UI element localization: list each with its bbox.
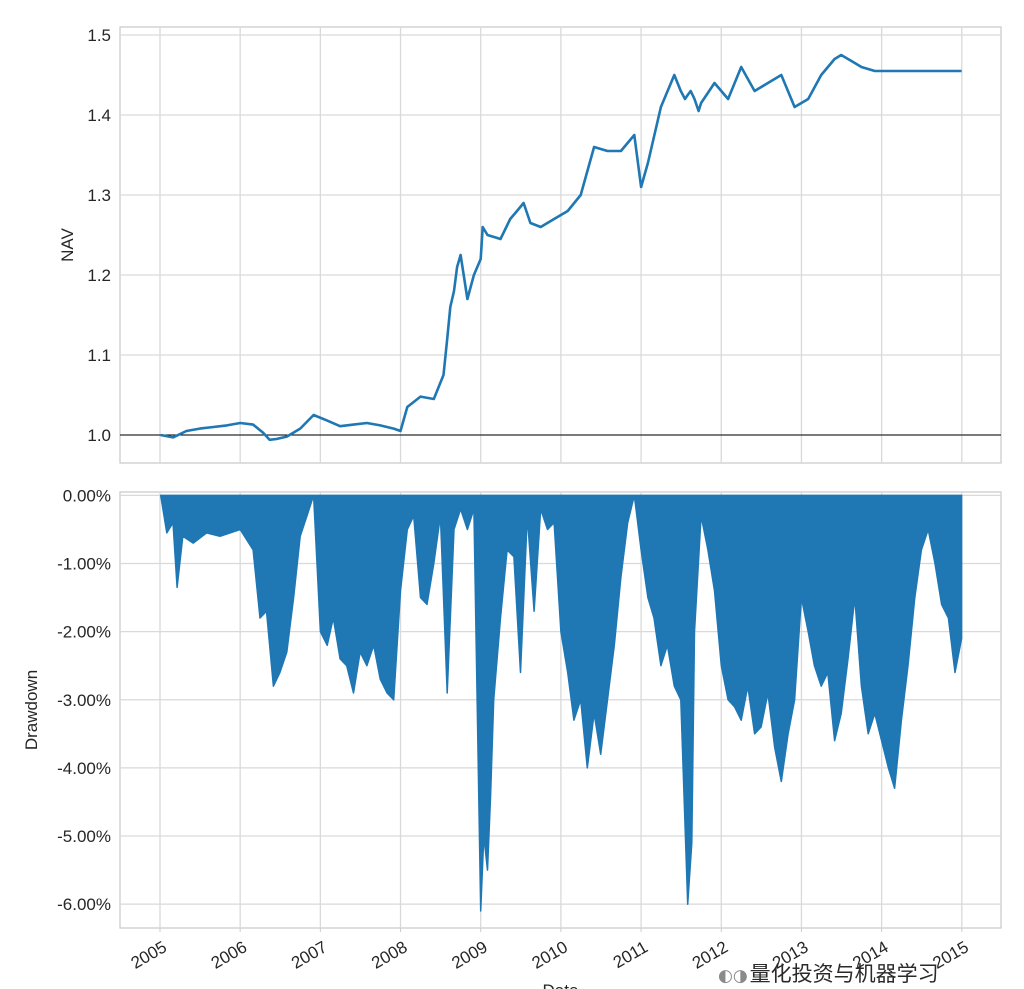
x-tick-label: 2005 — [128, 937, 170, 972]
nav-y-axis-label: NAV — [58, 227, 77, 261]
nav-y-tick-label: 1.1 — [87, 346, 111, 365]
nav-panel: 1.0 1.1 1.2 1.3 1.4 1.5 NAV — [58, 26, 1002, 464]
drawdown-y-tick-label: -6.00% — [57, 895, 111, 914]
nav-y-tick-label: 1.0 — [87, 426, 111, 445]
nav-y-tick-label: 1.2 — [87, 266, 111, 285]
x-tick-label: 2011 — [610, 937, 651, 972]
watermark: ◐◑量化投资与机器学习 — [718, 958, 939, 988]
watermark-text: 量化投资与机器学习 — [749, 962, 939, 986]
drawdown-y-tick-label: -1.00% — [57, 555, 111, 574]
wechat-icon: ◐◑ — [718, 966, 748, 986]
nav-y-tick-label: 1.5 — [87, 26, 111, 45]
drawdown-area — [159, 494, 963, 912]
drawdown-y-tick-label: -4.00% — [57, 759, 111, 778]
drawdown-y-tick-label: -3.00% — [57, 691, 111, 710]
x-tick-label: 2009 — [448, 937, 490, 972]
drawdown-y-axis-label: Drawdown — [22, 670, 41, 750]
nav-y-tick-label: 1.4 — [87, 106, 111, 125]
drawdown-panel: 0.00% -1.00% -2.00% -3.00% -4.00% -5.00% -6.00… — [22, 486, 1002, 989]
nav-grid — [120, 27, 1001, 463]
x-tick-label: 2010 — [529, 937, 571, 972]
x-axis-label: Date — [543, 981, 579, 989]
nav-series-line — [160, 53, 962, 442]
x-tick-label: 2007 — [288, 937, 330, 972]
nav-y-ticks: 1.0 1.1 1.2 1.3 1.4 1.5 — [87, 26, 111, 445]
drawdown-y-tick-label: 0.00% — [63, 486, 111, 505]
drawdown-y-ticks: 0.00% -1.00% -2.00% -3.00% -4.00% -5.00% -6.00… — [57, 486, 111, 914]
drawdown-y-tick-label: -5.00% — [57, 827, 111, 846]
drawdown-y-tick-label: -2.00% — [57, 623, 111, 642]
x-tick-label: 2008 — [368, 937, 410, 972]
x-tick-label: 2006 — [208, 937, 250, 972]
nav-y-tick-label: 1.3 — [87, 186, 111, 205]
